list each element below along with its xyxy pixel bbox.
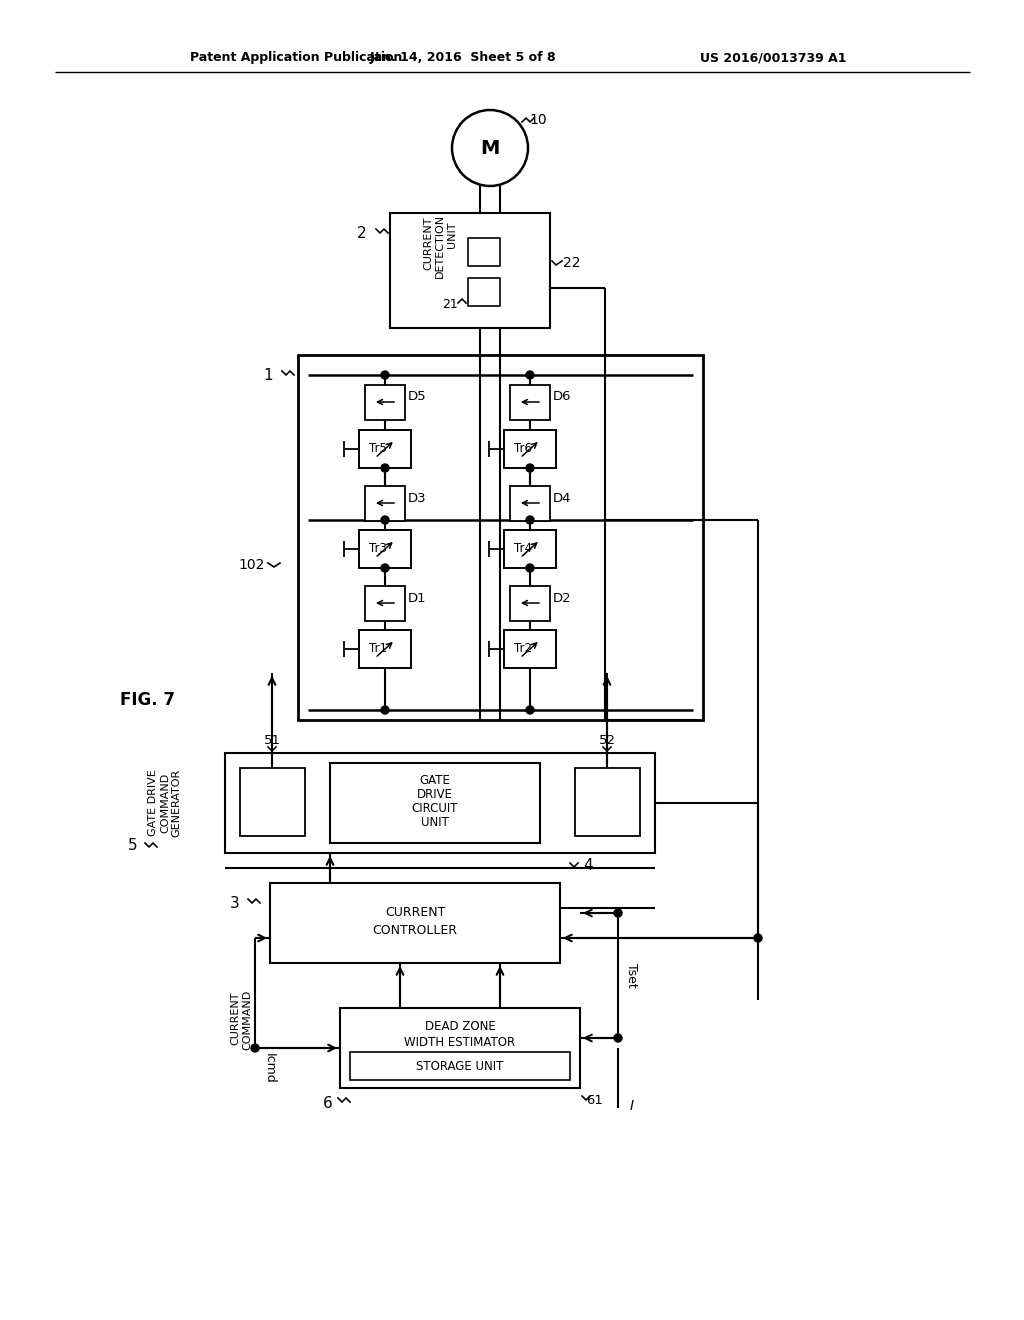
Circle shape — [381, 371, 389, 379]
Text: 1: 1 — [263, 367, 272, 383]
Circle shape — [526, 516, 534, 524]
Bar — [340, 1008, 580, 1088]
Circle shape — [381, 564, 389, 572]
Circle shape — [381, 516, 389, 524]
Circle shape — [526, 465, 534, 473]
Text: FIG. 7: FIG. 7 — [121, 690, 175, 709]
Text: DEAD ZONE: DEAD ZONE — [425, 1019, 496, 1032]
Bar — [504, 531, 556, 568]
Text: CURRENT: CURRENT — [385, 907, 445, 920]
Bar — [510, 486, 550, 521]
Text: D3: D3 — [408, 491, 426, 504]
Text: GATE DRIVE
COMMAND
GENERATOR: GATE DRIVE COMMAND GENERATOR — [148, 768, 181, 837]
Text: DRIVE: DRIVE — [417, 788, 453, 801]
Circle shape — [526, 564, 534, 572]
Text: COMMAND: COMMAND — [242, 990, 252, 1051]
Text: Tr3: Tr3 — [369, 543, 387, 556]
Text: DETECTION: DETECTION — [435, 214, 445, 279]
Circle shape — [251, 1044, 259, 1052]
Bar — [510, 385, 550, 420]
Text: Tr6: Tr6 — [514, 442, 532, 455]
Bar — [359, 531, 411, 568]
Bar — [504, 630, 556, 668]
Text: UNIT: UNIT — [421, 817, 449, 829]
Text: D4: D4 — [553, 491, 571, 504]
Bar — [350, 1052, 570, 1080]
Bar — [365, 586, 406, 620]
Text: UNIT: UNIT — [447, 222, 457, 248]
Text: US 2016/0013739 A1: US 2016/0013739 A1 — [700, 51, 847, 65]
Text: WIDTH ESTIMATOR: WIDTH ESTIMATOR — [404, 1035, 515, 1048]
Text: Tset: Tset — [626, 962, 639, 987]
Bar — [365, 385, 406, 420]
Text: STORAGE UNIT: STORAGE UNIT — [417, 1060, 504, 1073]
Text: M: M — [480, 139, 500, 157]
Bar — [225, 752, 655, 853]
Bar — [359, 430, 411, 469]
Bar — [468, 238, 500, 267]
Text: I: I — [630, 1100, 634, 1113]
Text: CURRENT: CURRENT — [230, 991, 240, 1044]
Text: D6: D6 — [553, 391, 571, 404]
Text: 6: 6 — [324, 1096, 333, 1110]
Text: 51: 51 — [263, 734, 281, 747]
Circle shape — [614, 909, 622, 917]
Text: 102: 102 — [239, 558, 265, 572]
Circle shape — [526, 706, 534, 714]
Text: D2: D2 — [553, 591, 571, 605]
Text: Tr4: Tr4 — [514, 543, 532, 556]
Text: 61: 61 — [587, 1093, 603, 1106]
Circle shape — [381, 706, 389, 714]
Text: 10: 10 — [529, 114, 547, 127]
Circle shape — [381, 465, 389, 473]
Bar — [240, 768, 305, 836]
Circle shape — [754, 935, 762, 942]
Text: Jan. 14, 2016  Sheet 5 of 8: Jan. 14, 2016 Sheet 5 of 8 — [370, 51, 557, 65]
Bar — [270, 883, 560, 964]
Text: Icmd: Icmd — [262, 1052, 275, 1084]
Text: D5: D5 — [408, 391, 426, 404]
Circle shape — [526, 371, 534, 379]
Text: Tr1: Tr1 — [369, 643, 387, 656]
Circle shape — [614, 1034, 622, 1041]
Text: 22: 22 — [563, 256, 581, 271]
Text: CONTROLLER: CONTROLLER — [373, 924, 458, 937]
Bar — [468, 279, 500, 306]
Bar — [390, 213, 550, 327]
Bar — [298, 355, 703, 719]
Text: 2: 2 — [357, 226, 367, 240]
Text: 21: 21 — [442, 298, 458, 312]
Text: Tr2: Tr2 — [514, 643, 532, 656]
Bar — [575, 768, 640, 836]
Text: GATE: GATE — [420, 775, 451, 788]
Text: Tr5: Tr5 — [369, 442, 387, 455]
Bar — [510, 586, 550, 620]
Text: 52: 52 — [598, 734, 615, 747]
Bar — [365, 486, 406, 521]
Text: CURRENT: CURRENT — [423, 216, 433, 269]
Text: CIRCUIT: CIRCUIT — [412, 803, 459, 816]
Text: Patent Application Publication: Patent Application Publication — [190, 51, 402, 65]
Text: 5: 5 — [128, 837, 138, 853]
Bar — [359, 630, 411, 668]
Text: 4: 4 — [584, 858, 593, 873]
Bar — [504, 430, 556, 469]
Bar — [330, 763, 540, 843]
Text: D1: D1 — [408, 591, 426, 605]
Text: 3: 3 — [230, 895, 240, 911]
